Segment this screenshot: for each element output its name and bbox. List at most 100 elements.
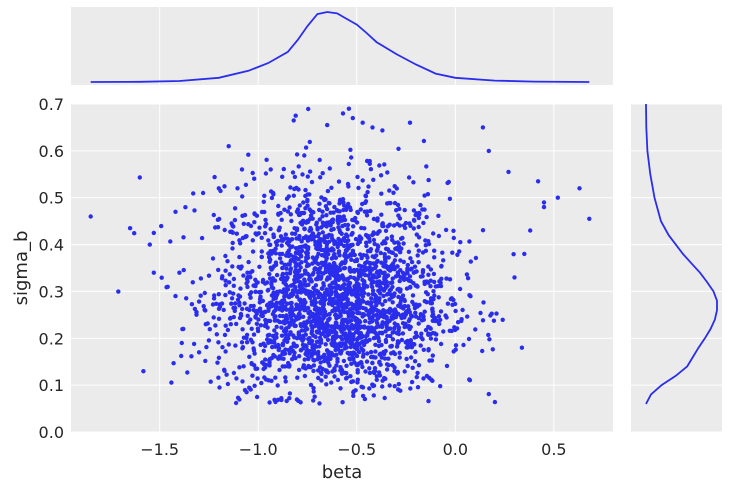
scatter-point <box>385 224 391 229</box>
scatter-point <box>340 223 345 229</box>
scatter-point <box>305 245 310 250</box>
scatter-point <box>298 265 303 270</box>
scatter-point <box>311 385 316 391</box>
scatter-point <box>307 273 312 278</box>
scatter-point <box>361 299 366 304</box>
scatter-point <box>237 397 242 402</box>
scatter-point <box>331 247 336 253</box>
scatter-point <box>392 326 397 331</box>
scatter-point <box>418 202 423 208</box>
scatter-point <box>421 347 426 352</box>
scatter-point <box>376 244 381 249</box>
scatter-point <box>277 319 282 325</box>
scatter-point <box>263 224 268 229</box>
scatter-point <box>281 166 286 172</box>
scatter-point <box>541 200 547 205</box>
scatter-point <box>406 304 411 309</box>
scatter-point <box>402 315 407 320</box>
scatter-point <box>308 227 314 232</box>
scatter-point <box>328 328 333 333</box>
scatter-point <box>191 341 197 347</box>
scatter-point <box>486 148 491 154</box>
y-tick-label: 0.5 <box>39 189 64 208</box>
scatter-point <box>248 223 254 229</box>
scatter-point <box>405 268 410 273</box>
scatter-point <box>334 271 339 276</box>
scatter-point <box>319 324 324 330</box>
scatter-point <box>408 223 413 228</box>
scatter-point <box>296 164 301 169</box>
scatter-point <box>241 273 246 278</box>
scatter-point <box>296 187 301 192</box>
scatter-point <box>535 179 541 184</box>
scatter-point <box>364 243 369 249</box>
scatter-point <box>396 146 401 151</box>
scatter-point <box>329 301 335 306</box>
scatter-point <box>376 273 382 279</box>
scatter-point <box>305 203 310 208</box>
scatter-point <box>555 195 560 200</box>
scatter-point <box>190 280 195 285</box>
y-tick-label: 0.2 <box>39 329 64 348</box>
scatter-point <box>400 331 406 336</box>
scatter-point <box>268 167 273 172</box>
scatter-point <box>242 301 247 306</box>
scatter-point <box>347 280 353 286</box>
scatter-point <box>358 252 363 257</box>
scatter-point <box>335 359 340 364</box>
scatter-point <box>423 327 429 333</box>
scatter-point <box>306 356 311 362</box>
scatter-point <box>385 283 390 288</box>
scatter-point <box>387 297 392 302</box>
scatter-point <box>379 191 384 196</box>
scatter-point <box>358 207 363 212</box>
scatter-point <box>277 300 283 305</box>
scatter-point <box>388 326 393 331</box>
scatter-point <box>330 271 335 276</box>
scatter-point <box>367 158 372 164</box>
scatter-point <box>319 371 324 377</box>
scatter-point <box>294 228 300 233</box>
scatter-point <box>421 220 426 226</box>
scatter-point <box>360 120 365 125</box>
top-marginal-grid <box>159 7 555 85</box>
scatter-point <box>400 293 406 298</box>
scatter-point <box>217 385 222 390</box>
scatter-point <box>511 252 516 257</box>
scatter-point <box>398 300 403 306</box>
scatter-point <box>359 255 364 261</box>
scatter-point <box>303 145 309 150</box>
scatter-point <box>345 234 350 239</box>
scatter-point <box>344 248 349 253</box>
scatter-point <box>312 351 317 356</box>
scatter-point <box>426 398 431 404</box>
scatter-point <box>494 311 499 316</box>
scatter-point <box>360 271 365 276</box>
scatter-point <box>386 308 391 314</box>
scatter-point <box>404 276 409 282</box>
scatter-point <box>259 380 264 386</box>
scatter-point <box>294 397 300 402</box>
scatter-point <box>379 260 384 265</box>
scatter-point <box>387 383 392 388</box>
scatter-point <box>173 293 178 299</box>
scatter-point <box>312 358 317 363</box>
scatter-point <box>458 240 463 245</box>
scatter-point <box>254 321 260 326</box>
scatter-point <box>370 232 375 238</box>
scatter-point <box>319 331 324 337</box>
scatter-point <box>224 372 229 377</box>
scatter-point <box>320 209 325 214</box>
scatter-point <box>519 345 525 350</box>
scatter-point <box>375 216 380 221</box>
scatter-point <box>272 318 277 323</box>
scatter-point <box>300 172 305 177</box>
scatter-point <box>259 310 264 315</box>
scatter-point <box>259 249 264 254</box>
x-tick-label: 0.0 <box>443 440 468 459</box>
scatter-point <box>324 355 330 360</box>
scatter-point <box>240 306 245 312</box>
scatter-point <box>381 293 386 299</box>
scatter-point <box>362 290 367 296</box>
scatter-point <box>374 325 379 330</box>
